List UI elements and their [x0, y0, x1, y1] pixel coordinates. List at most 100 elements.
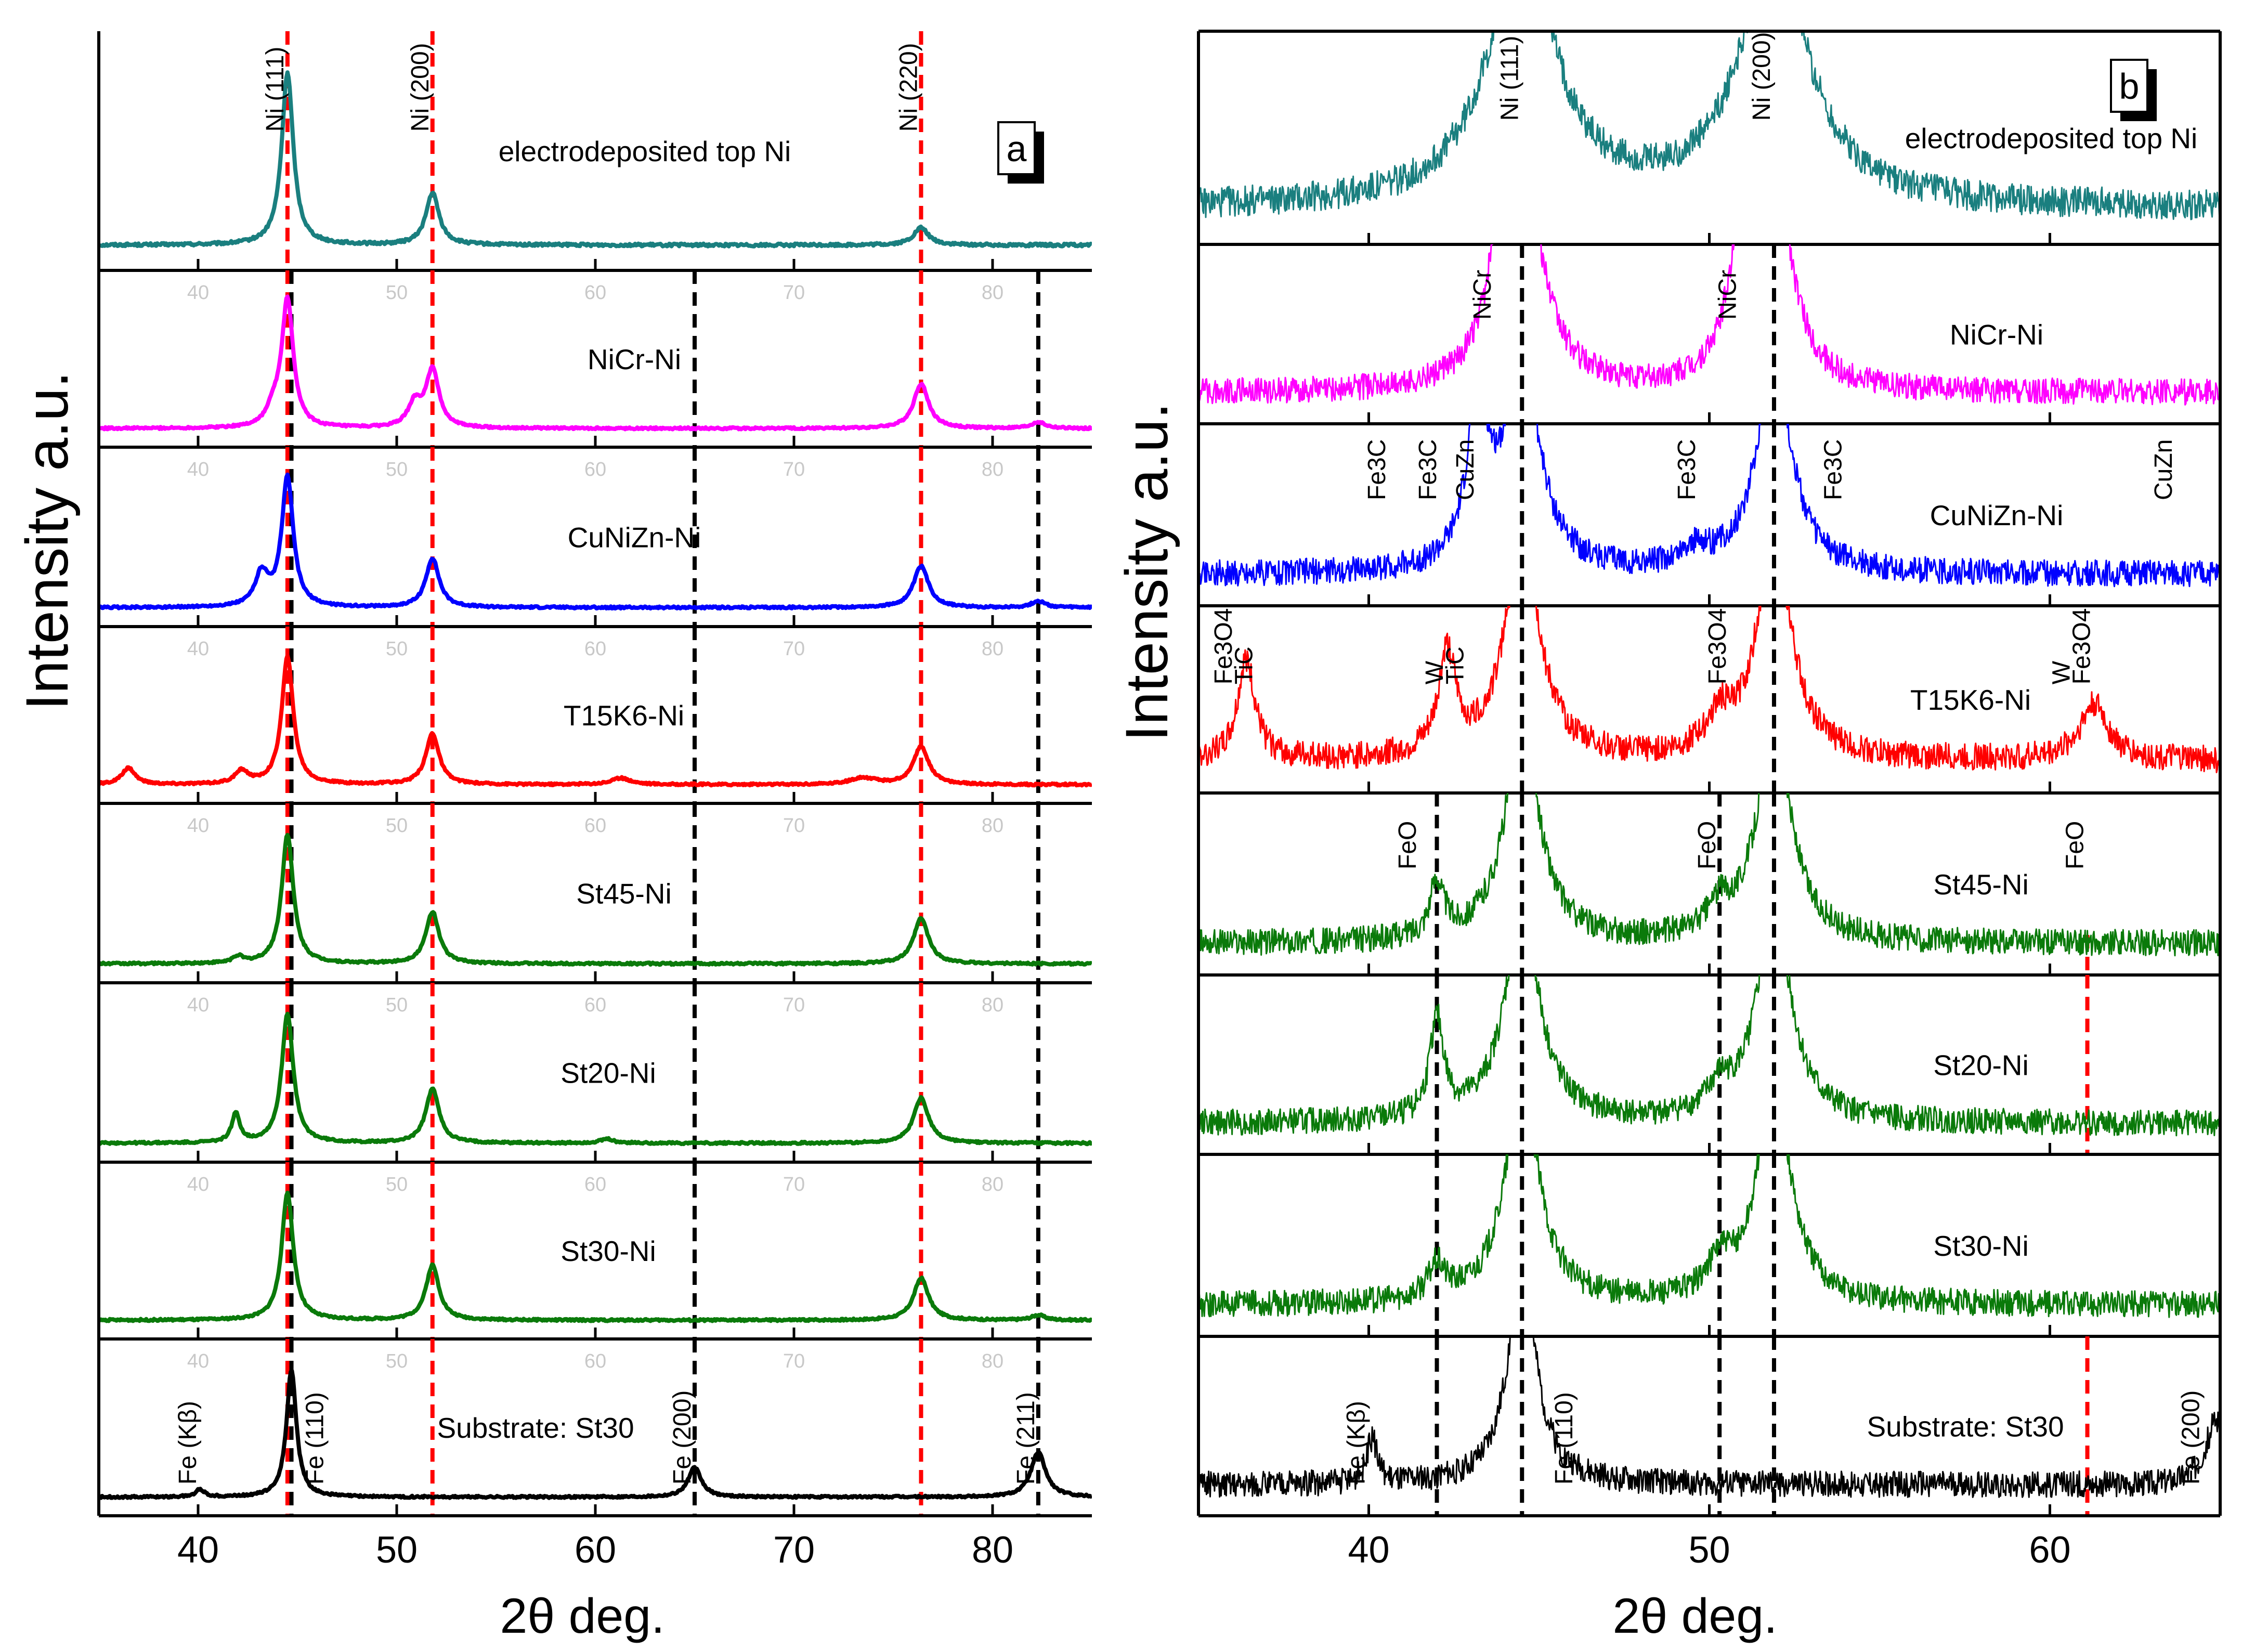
- inner-tick-label: 60: [584, 815, 606, 837]
- peak-label: Fe (211): [1012, 1392, 1040, 1485]
- x-axis-title-b: 2θ deg.: [1613, 1589, 1778, 1644]
- inner-tick-label: 70: [783, 282, 805, 304]
- series-label: St45-Ni: [1933, 868, 2028, 901]
- inner-tick-label: 80: [982, 994, 1003, 1016]
- inner-tick-label: 80: [982, 638, 1003, 660]
- inner-tick-label: 80: [982, 1350, 1003, 1372]
- peak-label: Fe (Kβ): [174, 1401, 202, 1485]
- peak-label: FeO: [2062, 821, 2089, 869]
- peak-label: Fe3C: [1820, 439, 1847, 500]
- spectrum-line: [99, 70, 1092, 249]
- series-label: Substrate: St30: [1867, 1411, 2064, 1443]
- peak-label: FeO: [1693, 821, 1721, 869]
- subpanel-8: Substrate: St30 Fe (Kβ) Fe (110) Fe (200): [1197, 1336, 2222, 1517]
- series-label: NiCr-Ni: [1950, 319, 2043, 351]
- series-label: electrodeposited top Ni: [1905, 122, 2198, 154]
- inner-tick-label: 70: [783, 1174, 805, 1195]
- subpanel-3: 40 50 60 70 80 CuNiZn-Ni: [97, 447, 1092, 660]
- inner-tick-label: 40: [187, 638, 209, 660]
- peak-label: Fe (110): [1550, 1392, 1578, 1485]
- inner-tick-label: 40: [187, 1350, 209, 1372]
- inner-tick-label: 40: [187, 994, 209, 1016]
- inner-tick-label: 80: [982, 1174, 1003, 1195]
- peak-label: W: [1421, 660, 1449, 684]
- y-axis-title-a: Intensity a.u.: [14, 371, 81, 710]
- peak-label: Fe3O4: [1210, 608, 1237, 684]
- peak-label: TiC: [1230, 646, 1258, 684]
- peak-label: Fe3C: [1673, 439, 1701, 500]
- inner-tick-label: 50: [386, 1350, 408, 1372]
- series-label: Substrate: St30: [437, 1412, 634, 1444]
- panel-b: electrodeposited top Ni Ni (111) Ni (200) N…: [1197, 30, 2222, 1571]
- x-tick-label: 70: [773, 1529, 815, 1571]
- inner-tick-label: 60: [584, 459, 606, 480]
- panel-a: 40 50 60 70 80 electrodeposited top Ni Ni (111…: [97, 31, 1092, 1571]
- series-label: St30-Ni: [560, 1235, 656, 1267]
- subpanel-1: electrodeposited top Ni Ni (111) Ni (200): [1197, 30, 2222, 246]
- inner-tick-label: 80: [982, 282, 1003, 304]
- spectrum-line: [99, 832, 1092, 967]
- x-axis-title-a: 2θ deg.: [500, 1589, 665, 1644]
- peak-label: Fe (110): [301, 1392, 329, 1485]
- spectrum-line: [99, 1190, 1092, 1323]
- series-label: CuNiZn-Ni: [568, 522, 701, 554]
- peak-label: CuZn: [1452, 439, 1479, 500]
- peak-label: NiCr: [1714, 270, 1741, 320]
- peak-label: Ni (220): [895, 43, 922, 132]
- inner-tick-label: 50: [386, 282, 408, 304]
- inner-tick-label: 60: [584, 282, 606, 304]
- peak-label: Fe (Kβ): [1343, 1401, 1371, 1485]
- subpanel-6: St20-Ni: [1197, 975, 2222, 1156]
- inner-tick-label: 60: [584, 638, 606, 660]
- inner-tick-label: 60: [584, 1174, 606, 1195]
- peak-label: Fe3O4: [1704, 608, 1731, 684]
- subpanel-2: NiCr-Ni NiCr NiCr: [1197, 244, 2222, 425]
- inner-tick-label: 50: [386, 638, 408, 660]
- subpanel-5: 40 50 60 70 80 St45-Ni: [97, 803, 1092, 1016]
- inner-tick-label: 70: [783, 1350, 805, 1372]
- x-tick-label: 80: [972, 1529, 1013, 1571]
- inner-tick-label: 80: [982, 815, 1003, 837]
- subpanel-1: 40 50 60 70 80 electrodeposited top Ni Ni (111…: [97, 31, 1092, 304]
- panel-letter: b: [2119, 66, 2140, 107]
- spectrum-line: [1198, 31, 2220, 220]
- peak-label: W: [2048, 660, 2075, 684]
- inner-tick-label: 40: [187, 282, 209, 304]
- subpanel-4: 40 50 60 70 80 T15K6-Ni: [97, 627, 1092, 837]
- inner-tick-label: 70: [783, 459, 805, 480]
- series-label: St20-Ni: [1933, 1049, 2028, 1082]
- peak-label: Fe3C: [1414, 439, 1442, 500]
- inner-tick-label: 50: [386, 815, 408, 837]
- series-label: T15K6-Ni: [564, 699, 684, 732]
- spectrum-line: [1198, 244, 2220, 406]
- inner-tick-label: 80: [982, 459, 1003, 480]
- spectrum-line: [99, 653, 1092, 788]
- panel-letter-box: [997, 121, 1036, 175]
- x-tick-label: 50: [376, 1529, 418, 1571]
- peak-label: Ni (111): [1496, 36, 1523, 121]
- panel-letter-box: [2110, 59, 2148, 113]
- inner-tick-label: 70: [783, 638, 805, 660]
- spectrum-line: [1198, 1154, 2220, 1318]
- subpanel-8: Substrate: St30 Fe (Kβ) Fe (110) Fe (200) Fe…: [97, 1339, 1092, 1517]
- subpanel-6: 40 50 60 70 80 St20-Ni: [97, 983, 1092, 1195]
- inner-tick-label: 50: [386, 1174, 408, 1195]
- spectrum-line: [1198, 793, 2220, 957]
- x-tick-label: 40: [1348, 1529, 1389, 1571]
- peak-label: Ni (111): [262, 47, 289, 132]
- inner-tick-label: 40: [187, 459, 209, 480]
- peak-label: Fe3O4: [2068, 608, 2096, 684]
- peak-label: NiCr: [1469, 270, 1496, 320]
- panel-letter: a: [1007, 128, 1027, 169]
- series-label: St45-Ni: [576, 878, 671, 910]
- inner-tick-label: 40: [187, 1174, 209, 1195]
- spectrum-line: [99, 1369, 1092, 1500]
- subpanel-2: 40 50 60 70 80 NiCr-Ni: [97, 270, 1092, 480]
- series-label: CuNiZn-Ni: [1930, 499, 2064, 531]
- peak-label: CuZn: [2150, 439, 2178, 500]
- spectrum-line: [1198, 1336, 2220, 1498]
- spectrum-line: [1198, 424, 2220, 588]
- x-tick-label: 40: [177, 1529, 219, 1571]
- peak-label: Ni (200): [407, 43, 434, 132]
